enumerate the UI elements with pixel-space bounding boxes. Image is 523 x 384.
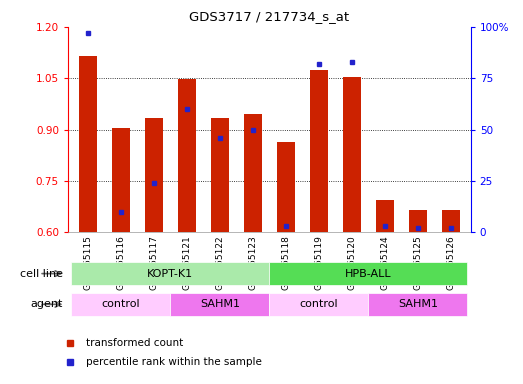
Text: SAHM1: SAHM1 [200,299,240,310]
Bar [310,70,328,232]
Bar [244,114,262,232]
Bar [170,293,269,316]
Text: HPB-ALL: HPB-ALL [345,268,392,279]
Bar [211,118,229,232]
Text: cell line: cell line [20,268,63,279]
Text: SAHM1: SAHM1 [398,299,438,310]
Text: percentile rank within the sample: percentile rank within the sample [86,357,263,367]
Bar [368,293,468,316]
Bar [376,200,394,232]
Bar [409,210,427,232]
Bar [269,262,468,285]
Bar [112,128,130,232]
Bar [269,293,368,316]
Title: GDS3717 / 217734_s_at: GDS3717 / 217734_s_at [189,10,349,23]
Bar [442,210,460,232]
Bar [343,76,361,232]
Text: agent: agent [30,299,63,310]
Bar [145,118,163,232]
Text: control: control [101,299,140,310]
Text: control: control [300,299,338,310]
Bar [79,56,97,232]
Text: KOPT-K1: KOPT-K1 [147,268,194,279]
Bar [277,142,295,232]
Bar [178,79,196,232]
Text: transformed count: transformed count [86,338,184,348]
Bar [71,262,269,285]
Bar [71,293,170,316]
